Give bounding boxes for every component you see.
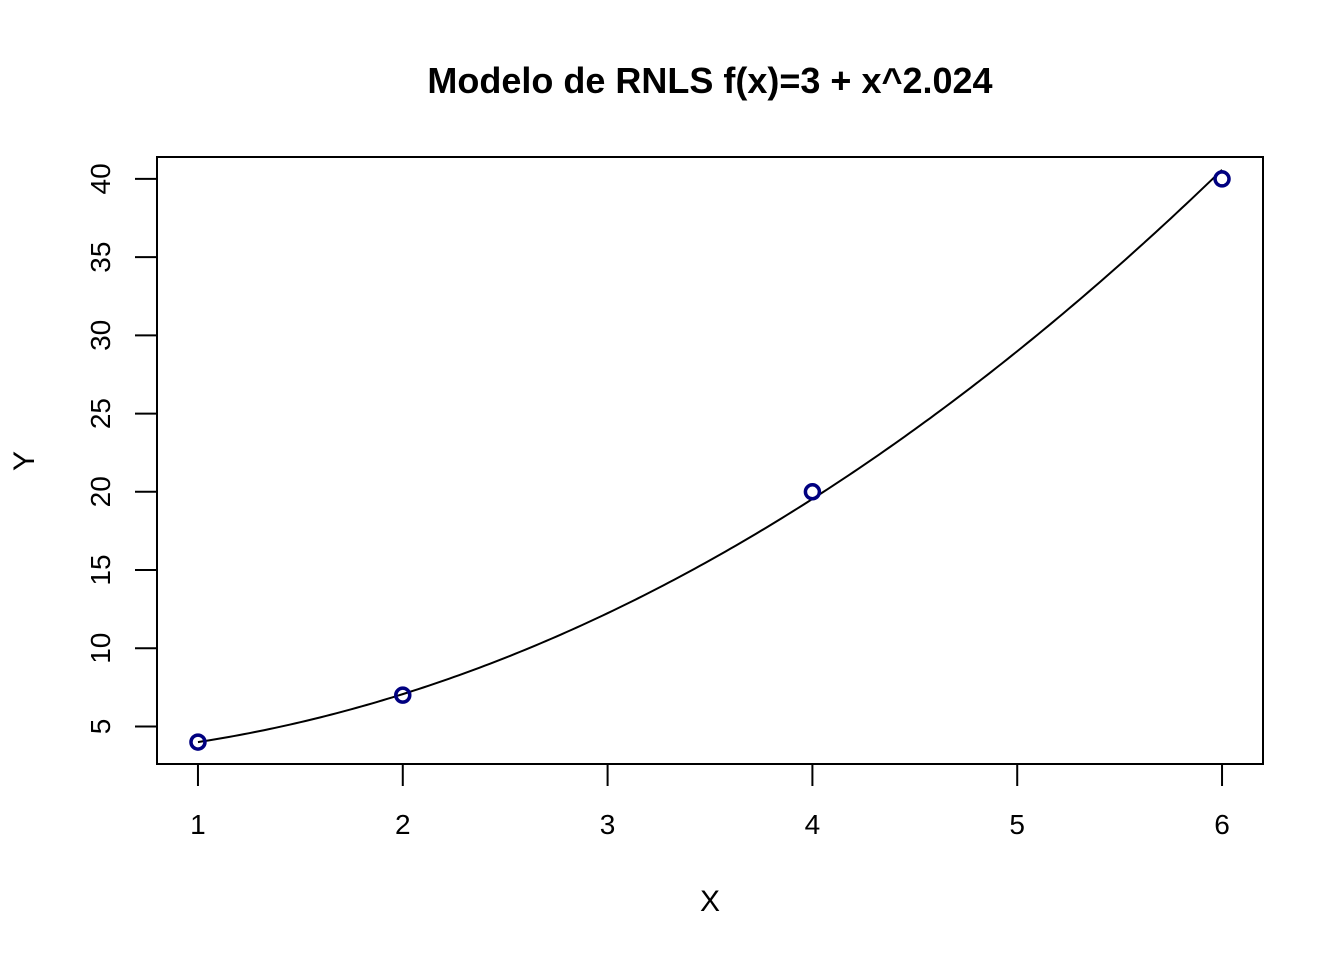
data-point-0 (189, 733, 207, 751)
x-tick-label: 1 (190, 809, 206, 840)
y-tick-label: 30 (85, 320, 116, 351)
y-tick-label: 15 (85, 554, 116, 585)
x-tick-label: 6 (1214, 809, 1230, 840)
y-tick-label: 40 (85, 163, 116, 194)
fit-curve (197, 169, 1223, 744)
data-points-layer (189, 170, 1231, 751)
y-tick-label: 5 (85, 719, 116, 735)
x-axis: 1 2 3 4 5 6 (190, 764, 1230, 840)
x-tick-label: 4 (805, 809, 821, 840)
plot-frame (156, 156, 1264, 765)
chart-title: Modelo de RNLS f(x)=3 + x^2.024 (427, 60, 992, 101)
data-point-2 (803, 483, 822, 501)
x-axis-label: X (700, 885, 720, 918)
y-tick-label: 20 (85, 476, 116, 507)
x-tick-label: 5 (1009, 809, 1025, 840)
y-axis: 5 10 15 20 25 30 35 40 (85, 163, 157, 734)
data-point-3 (1213, 170, 1231, 188)
data-point-1 (394, 686, 412, 704)
y-tick-label: 10 (85, 633, 116, 664)
fit-curve-layer (197, 169, 1223, 744)
x-tick-label: 3 (600, 809, 616, 840)
y-tick-label: 35 (85, 242, 116, 273)
y-tick-label: 25 (85, 398, 116, 429)
x-tick-label: 2 (395, 809, 411, 840)
y-axis-label: Y (8, 451, 41, 471)
